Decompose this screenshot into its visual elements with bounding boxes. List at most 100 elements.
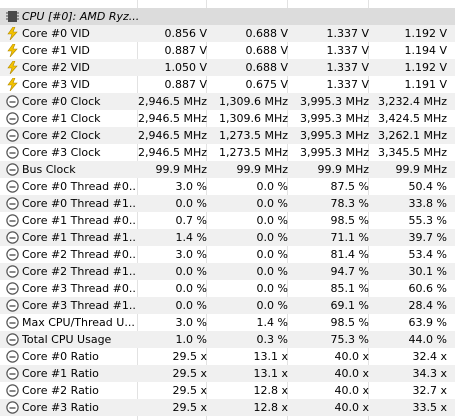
minimum-value: 0.688 V xyxy=(245,61,288,74)
gauge-icon xyxy=(6,146,19,159)
average-value: 99.9 MHz xyxy=(395,163,447,176)
sensor-row[interactable]: Core #2 Thread #1... 0.0 % 0.0 % 94.7 % 30.1… xyxy=(0,263,455,280)
sensor-name: Core #2 VID xyxy=(22,61,90,74)
sensor-name: Core #3 Clock xyxy=(22,146,101,159)
gauge-icon xyxy=(6,163,19,176)
current-value: 1.050 V xyxy=(164,61,207,74)
sensor-row[interactable]: Core #0 Thread #0... 3.0 % 0.0 % 87.5 % 50.4… xyxy=(0,178,455,195)
average-value: 50.4 % xyxy=(408,180,447,193)
current-value: 99.9 MHz xyxy=(155,163,207,176)
minimum-value: 0.0 % xyxy=(256,248,288,261)
maximum-value: 1.337 V xyxy=(326,61,369,74)
maximum-value: 3,995.3 MHz xyxy=(299,129,369,142)
sensor-name: Max CPU/Thread U... xyxy=(22,316,135,329)
minimum-value: 0.688 V xyxy=(245,44,288,57)
maximum-value: 40.0 x xyxy=(334,384,370,397)
current-value: 2,946.5 MHz xyxy=(138,112,207,125)
average-value: 3,424.5 MHz xyxy=(377,112,447,125)
maximum-value: 1.337 V xyxy=(326,44,369,57)
gauge-icon xyxy=(6,95,19,108)
sensor-name: Core #1 Thread #0... xyxy=(22,214,137,227)
sensor-row[interactable]: Max CPU/Thread U... 3.0 % 1.4 % 98.5 % 63.9 … xyxy=(0,314,455,331)
maximum-value: 3,995.3 MHz xyxy=(299,112,369,125)
minimum-value: 0.0 % xyxy=(256,231,288,244)
sensor-row[interactable]: Core #0 Clock 2,946.5 MHz 1,309.6 MHz 3,995… xyxy=(0,93,455,110)
minimum-value: 1.4 % xyxy=(256,316,288,329)
sensor-row[interactable]: Core #2 VID 1.050 V 0.688 V 1.337 V 1.192 V xyxy=(0,59,455,76)
average-value: 55.3 % xyxy=(408,214,447,227)
sensor-name: Core #1 Ratio xyxy=(22,367,99,380)
sensor-name: Core #3 Thread #1... xyxy=(22,299,137,312)
voltage-bolt-icon xyxy=(6,27,19,40)
sensor-name: Core #2 Clock xyxy=(22,129,101,142)
voltage-bolt-icon xyxy=(6,44,19,57)
current-value: 2,946.5 MHz xyxy=(138,146,207,159)
sensor-row[interactable]: Core #1 Thread #1... 1.4 % 0.0 % 71.1 % 39.7… xyxy=(0,229,455,246)
sensor-name: Core #2 Thread #1... xyxy=(22,265,137,278)
sensor-row[interactable]: Core #1 Thread #0... 0.7 % 0.0 % 98.5 % 55.3… xyxy=(0,212,455,229)
average-value: 30.1 % xyxy=(408,265,447,278)
maximum-value: 71.1 % xyxy=(330,231,369,244)
sensor-row[interactable]: Core #0 Thread #1... 0.0 % 0.0 % 78.3 % 33.8… xyxy=(0,195,455,212)
average-value: 3,345.5 MHz xyxy=(377,146,447,159)
current-value: 0.0 % xyxy=(175,299,207,312)
gauge-icon xyxy=(6,248,19,261)
sensor-row[interactable]: Bus Clock 99.9 MHz 99.9 MHz 99.9 MHz 99.9 MH… xyxy=(0,161,455,178)
current-value: 0.887 V xyxy=(164,78,207,91)
sensor-name: Core #0 Thread #1... xyxy=(22,197,137,210)
sensor-row[interactable]: Core #0 Ratio 29.5 x 13.1 x 40.0 x 32.4 x xyxy=(0,348,455,365)
minimum-value: 12.8 x xyxy=(253,384,289,397)
sensor-row[interactable]: Core #3 Ratio 29.5 x 12.8 x 40.0 x 33.5 x xyxy=(0,399,455,416)
sensor-row[interactable]: Core #1 Clock 2,946.5 MHz 1,309.6 MHz 3,995… xyxy=(0,110,455,127)
sensor-row[interactable]: Core #0 VID 0.856 V 0.688 V 1.337 V 1.192 V xyxy=(0,25,455,42)
minimum-value: 0.0 % xyxy=(256,299,288,312)
sensor-name: Core #3 Thread #0... xyxy=(22,282,137,295)
average-value: 32.7 x xyxy=(412,384,448,397)
sensor-row[interactable]: Core #3 Clock 2,946.5 MHz 1,273.5 MHz 3,995… xyxy=(0,144,455,161)
maximum-value: 40.0 x xyxy=(334,401,370,414)
gauge-icon xyxy=(6,333,19,346)
current-value: 0.887 V xyxy=(164,44,207,57)
average-value: 1.191 V xyxy=(404,78,447,91)
sensor-row[interactable]: Total CPU Usage 1.0 % 0.3 % 75.3 % 44.0 % xyxy=(0,331,455,348)
gauge-icon xyxy=(6,401,19,414)
maximum-value: 3,995.3 MHz xyxy=(299,95,369,108)
sensor-row[interactable]: Core #2 Thread #0... 3.0 % 0.0 % 81.4 % 53.4… xyxy=(0,246,455,263)
sensor-row[interactable]: Core #1 VID 0.887 V 0.688 V 1.337 V 1.194 V xyxy=(0,42,455,59)
sensor-name: Core #0 VID xyxy=(22,27,90,40)
gauge-icon xyxy=(6,299,19,312)
sensor-row[interactable]: Core #1 Ratio 29.5 x 13.1 x 40.0 x 34.3 x xyxy=(0,365,455,382)
current-value: 29.5 x xyxy=(172,350,208,363)
sensor-name: Core #1 Thread #1... xyxy=(22,231,137,244)
current-value: 2,946.5 MHz xyxy=(138,95,207,108)
sensor-row[interactable]: Core #3 VID 0.887 V 0.675 V 1.337 V 1.191 V xyxy=(0,76,455,93)
sensor-name: Core #0 Ratio xyxy=(22,350,99,363)
minimum-value: 1,273.5 MHz xyxy=(218,146,288,159)
maximum-value: 81.4 % xyxy=(330,248,369,261)
sensor-row[interactable]: Core #2 Ratio 29.5 x 12.8 x 40.0 x 32.7 x xyxy=(0,382,455,399)
average-value: 1.192 V xyxy=(404,61,447,74)
average-value: 53.4 % xyxy=(408,248,447,261)
maximum-value: 40.0 x xyxy=(334,350,370,363)
maximum-value: 3,995.3 MHz xyxy=(299,146,369,159)
maximum-value: 98.5 % xyxy=(330,214,369,227)
sensor-row[interactable]: Core #3 Thread #0... 0.0 % 0.0 % 85.1 % 60.6… xyxy=(0,280,455,297)
average-value: 39.7 % xyxy=(408,231,447,244)
sensor-row[interactable]: Core #2 Clock 2,946.5 MHz 1,273.5 MHz 3,995… xyxy=(0,127,455,144)
sensor-name: Core #1 VID xyxy=(22,44,90,57)
gauge-icon xyxy=(6,180,19,193)
sensor-row[interactable]: Core #3 Thread #1... 0.0 % 0.0 % 69.1 % 28.4… xyxy=(0,297,455,314)
gauge-icon xyxy=(6,384,19,397)
maximum-value: 1.337 V xyxy=(326,27,369,40)
average-value: 34.3 x xyxy=(412,367,448,380)
maximum-value: 94.7 % xyxy=(330,265,369,278)
average-value: 1.192 V xyxy=(404,27,447,40)
current-value: 0.0 % xyxy=(175,282,207,295)
minimum-value: 1,273.5 MHz xyxy=(218,129,288,142)
sensor-group-cpu[interactable]: CPU [#0]: AMD Ryz... xyxy=(0,8,455,25)
gauge-icon xyxy=(6,214,19,227)
minimum-value: 12.8 x xyxy=(253,401,289,414)
maximum-value: 85.1 % xyxy=(330,282,369,295)
sensor-name: Core #0 Thread #0... xyxy=(22,180,137,193)
